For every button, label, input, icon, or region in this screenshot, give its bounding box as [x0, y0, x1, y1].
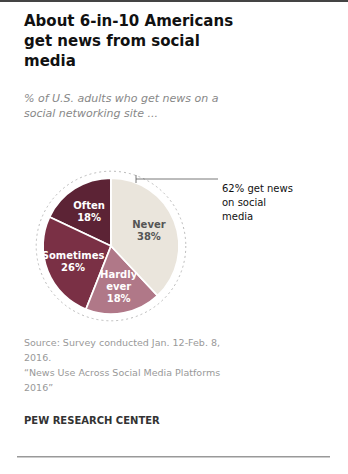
annotation: 62% get newson socialmedia — [222, 183, 293, 222]
bottom-rule — [17, 456, 330, 458]
slice-label: Sometimes — [42, 250, 105, 261]
title: About 6-in-10 Americansget news from soc… — [24, 12, 233, 70]
chart: About 6-in-10 Americansget news from soc… — [0, 0, 348, 474]
value-label: 18% — [77, 212, 101, 223]
value-label: 26% — [61, 262, 85, 273]
source: Source: Survey conducted Jan. 12-Feb. 8,… — [24, 337, 220, 393]
value-label: 18% — [107, 293, 131, 304]
top-rule — [0, 0, 348, 2]
dashed-ring — [36, 171, 186, 321]
slice-label: Often — [73, 200, 105, 211]
annotation-tick — [136, 175, 137, 183]
footer: PEW RESEARCH CENTER — [24, 415, 160, 426]
annotation-connector — [136, 179, 218, 180]
pie — [43, 178, 179, 314]
slice-label: Never — [132, 219, 165, 230]
subtitle: % of U.S. adults who get news on asocial… — [24, 92, 219, 120]
value-label: 38% — [137, 231, 161, 242]
slice-label: Hardlyever — [100, 269, 138, 292]
